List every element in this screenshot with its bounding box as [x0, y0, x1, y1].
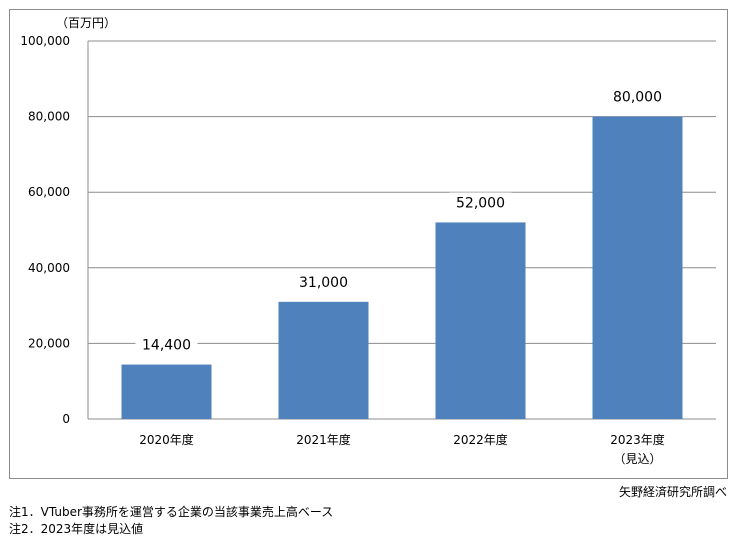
data-label: 31,000 [299, 275, 348, 291]
y-tick-label: 40,000 [28, 261, 70, 275]
y-tick-label: 20,000 [28, 336, 70, 350]
x-tick-label: 2020年度 [139, 432, 194, 447]
x-tick-sublabel: （見込） [613, 452, 661, 466]
x-tick-label: 2023年度 [610, 432, 665, 447]
data-label: 80,000 [613, 90, 662, 106]
x-tick-label: 2021年度 [296, 432, 351, 447]
bar [278, 301, 369, 419]
y-tick-label: 60,000 [28, 185, 70, 199]
y-axis-unit-label: （百万円） [56, 16, 116, 30]
x-tick-label: 2022年度 [453, 432, 508, 447]
y-tick-label: 80,000 [28, 110, 70, 124]
footnote-2: 注2．2023年度は見込値 [9, 522, 144, 536]
bar [435, 222, 526, 419]
footnote-1: 注1．VTuber事務所を運営する企業の当該事業売上高ベース [9, 505, 334, 519]
label-layer: 0 20,000 40,000 60,000 80,000 100,000 14,400 20… [20, 34, 669, 466]
chart-frame [9, 9, 728, 479]
data-label-background [292, 271, 355, 292]
data-label: 14,400 [142, 338, 191, 354]
data-label-background [606, 86, 669, 107]
y-tick-label: 100,000 [20, 34, 70, 48]
data-label: 52,000 [456, 195, 505, 211]
bar [121, 364, 212, 419]
bar-chart: （百万円） 0 20,000 40,000 60,000 80,000 100,000 14… [20, 16, 716, 466]
data-label-background [135, 334, 198, 355]
y-tick-label: 0 [62, 412, 70, 426]
bar [592, 116, 683, 419]
bar-layer [121, 116, 683, 419]
source-note: 矢野経済研究所調べ [618, 485, 727, 499]
data-label-background [449, 192, 512, 213]
